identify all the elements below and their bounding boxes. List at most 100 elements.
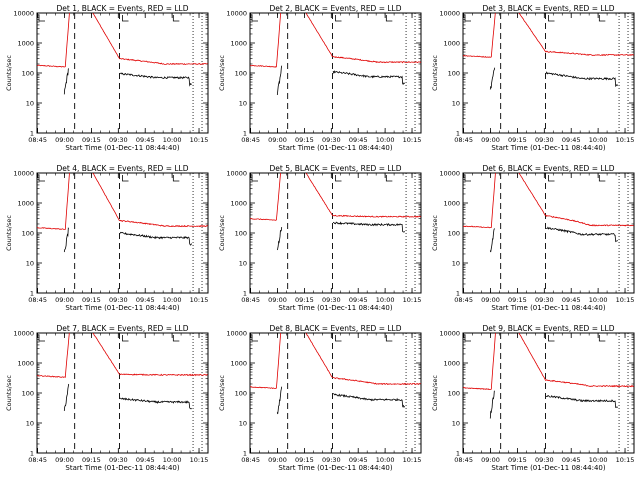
lld-series-line: [250, 333, 421, 390]
plot-content: [37, 333, 208, 453]
x-tick-label: 09:30: [535, 456, 554, 464]
x-tick-label: 08:45: [241, 296, 260, 304]
y-tick-label: 1: [243, 290, 247, 298]
y-tick-label: 10000: [13, 170, 34, 178]
plot-content: [250, 333, 421, 453]
events-series-line: [489, 390, 495, 419]
marker-bracket: [122, 335, 129, 342]
plot-content: [37, 13, 208, 133]
marker-bracket: [172, 175, 180, 182]
x-tick-label: 09:00: [55, 136, 74, 144]
y-tick-label: 10: [452, 100, 460, 108]
x-tick-label: 09:45: [136, 296, 155, 304]
saa-marker: [38, 335, 45, 342]
events-series-line: [545, 71, 618, 88]
events-series-line: [119, 231, 192, 246]
x-tick-label: 09:15: [295, 136, 314, 144]
y-tick-label: 1: [456, 130, 460, 138]
x-tick-label: 09:45: [562, 136, 581, 144]
lld-series-line: [37, 13, 208, 68]
y-axis-label: Counts/sec: [5, 375, 13, 411]
detector-panel: 1 10 100 1000 10000 08:45 09:00 09:15 09:30 09:45…: [218, 164, 422, 312]
y-tick-label: 1000: [230, 360, 247, 368]
x-tick-label: 09:45: [136, 456, 155, 464]
x-tick-label: 10:15: [616, 296, 635, 304]
x-tick-label: 09:30: [535, 136, 554, 144]
plot-content: [250, 13, 421, 133]
marker-bracket: [598, 15, 606, 22]
y-tick-label: 100: [235, 230, 247, 238]
detector-panel: 1 10 100 1000 10000 08:45 09:00 09:15 09:30 09:45…: [218, 324, 422, 472]
detector-panel: 1 10 100 1000 10000 08:45 09:00 09:15 09:30 09:45…: [5, 324, 209, 472]
y-tick-label: 1000: [443, 200, 460, 208]
plot-content: [463, 173, 634, 293]
events-series-line: [489, 67, 496, 90]
x-tick-label: 09:30: [535, 296, 554, 304]
y-tick-label: 10000: [226, 330, 247, 338]
panel-title: Det 5, BLACK = Events, RED = LLD: [269, 164, 401, 173]
x-tick-label: 08:45: [28, 136, 47, 144]
marker-bracket: [598, 335, 606, 342]
saa-marker: [38, 175, 45, 182]
y-tick-label: 10: [239, 100, 247, 108]
x-tick-label: 09:15: [82, 136, 101, 144]
events-series-line: [545, 395, 618, 409]
x-tick-label: 09:00: [55, 456, 74, 464]
y-tick-label: 10000: [226, 10, 247, 18]
x-tick-label: 09:00: [481, 456, 500, 464]
x-tick-label: 09:00: [481, 136, 500, 144]
marker-bracket: [122, 15, 129, 22]
events-series-line: [489, 228, 495, 253]
x-tick-label: 10:00: [589, 296, 608, 304]
marker-bracket: [598, 175, 606, 182]
y-tick-label: 10000: [439, 10, 460, 18]
panel-title: Det 3, BLACK = Events, RED = LLD: [482, 4, 614, 13]
x-axis-label: Start Time (01-Dec-11 08:44:40): [491, 304, 605, 312]
y-tick-label: 1000: [230, 40, 247, 48]
x-tick-label: 08:45: [454, 296, 473, 304]
y-tick-label: 100: [448, 70, 460, 78]
y-axis-label: Counts/sec: [431, 55, 439, 91]
x-tick-label: 10:00: [163, 456, 182, 464]
x-tick-label: 09:30: [322, 456, 341, 464]
lld-series-line: [463, 13, 634, 58]
x-tick-label: 10:00: [376, 296, 395, 304]
x-tick-label: 10:00: [163, 136, 182, 144]
y-tick-label: 10000: [226, 170, 247, 178]
lld-series-line: [463, 173, 634, 229]
panel-title: Det 6, BLACK = Events, RED = LLD: [482, 164, 614, 173]
saa-marker: [251, 335, 258, 342]
events-series-line: [333, 393, 405, 409]
y-tick-label: 1: [243, 450, 247, 458]
y-tick-label: 1: [456, 290, 460, 298]
x-axis-label: Start Time (01-Dec-11 08:44:40): [278, 464, 392, 472]
y-tick-label: 10000: [439, 170, 460, 178]
x-tick-label: 10:15: [616, 136, 635, 144]
lld-series-line: [250, 173, 421, 221]
y-tick-label: 10: [452, 260, 460, 268]
plot-content: [250, 173, 421, 293]
x-axis-label: Start Time (01-Dec-11 08:44:40): [65, 464, 179, 472]
y-tick-label: 100: [235, 70, 247, 78]
x-tick-label: 10:00: [163, 296, 182, 304]
detector-panel: 1 10 100 1000 10000 08:45 09:00 09:15 09:30 09:45…: [431, 324, 635, 472]
x-tick-label: 09:30: [322, 296, 341, 304]
marker-bracket: [172, 15, 180, 22]
y-tick-label: 10: [26, 260, 34, 268]
x-tick-label: 09:15: [82, 296, 101, 304]
marker-bracket: [385, 335, 393, 342]
y-tick-label: 100: [235, 390, 247, 398]
panel-title: Det 7, BLACK = Events, RED = LLD: [56, 324, 188, 333]
y-tick-label: 10000: [439, 330, 460, 338]
panel-title: Det 9, BLACK = Events, RED = LLD: [482, 324, 614, 333]
x-tick-label: 10:15: [616, 456, 635, 464]
detector-panel: 1 10 100 1000 10000 08:45 09:00 09:15 09:30 09:45…: [431, 4, 635, 152]
marker-bracket: [385, 15, 393, 22]
lld-series-line: [37, 173, 208, 230]
panel-title: Det 8, BLACK = Events, RED = LLD: [269, 324, 401, 333]
saa-marker: [464, 15, 471, 22]
y-axis-label: Counts/sec: [218, 375, 226, 411]
y-axis-label: Counts/sec: [431, 375, 439, 411]
y-tick-label: 1000: [443, 40, 460, 48]
